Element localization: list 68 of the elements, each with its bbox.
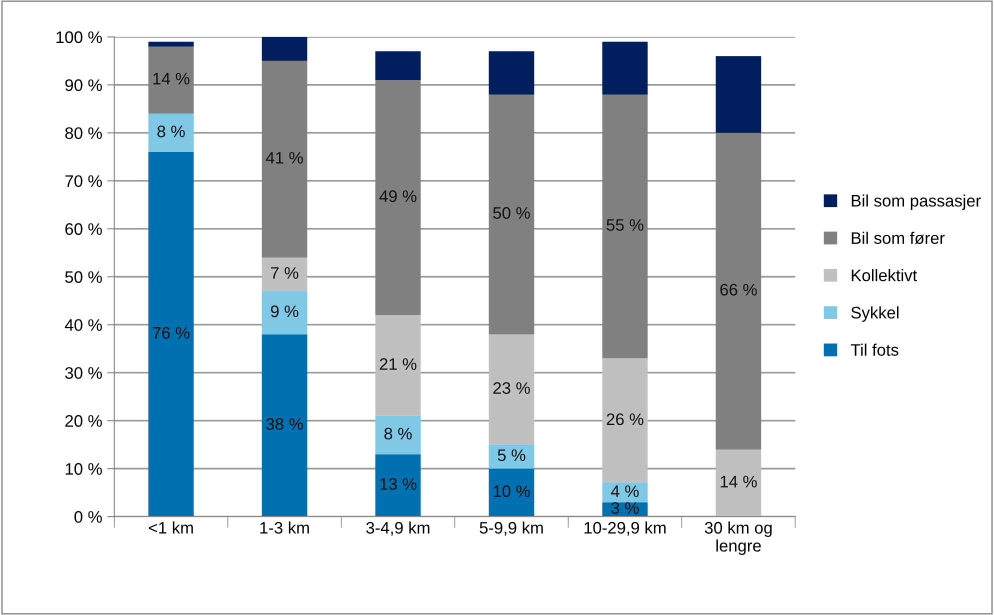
bar	[262, 334, 308, 517]
x-tick-label: 30 km og lengre	[704, 521, 772, 555]
bar	[488, 334, 534, 445]
data-label: 23 %	[493, 382, 530, 394]
data-label: 7 %	[271, 267, 298, 279]
bar	[602, 358, 648, 484]
bar	[488, 468, 534, 517]
legend-label: Bil som fører	[852, 232, 945, 244]
data-label: 9 %	[270, 305, 298, 318]
data-label: 41 %	[266, 152, 303, 164]
data-label: 10 %	[494, 485, 530, 498]
data-label: 5 %	[498, 449, 526, 462]
x-tick-label: 3-4,9 km	[366, 521, 430, 536]
bar	[148, 152, 194, 517]
data-label: 14 %	[720, 476, 757, 488]
legend-label: Bil som passasjer	[852, 194, 981, 210]
bar	[375, 454, 421, 517]
x-tick-label: 10-29,9 km	[584, 521, 666, 536]
x-tick-label: <1 km	[148, 521, 193, 534]
y-tick-label: 30 %	[65, 367, 102, 379]
bar	[148, 114, 194, 152]
data-label: 4 %	[611, 485, 639, 498]
data-label: 13 %	[380, 478, 416, 490]
y-tick-label: 90 %	[65, 79, 102, 92]
bar	[375, 416, 421, 454]
y-tick-label: 100 %	[56, 31, 102, 44]
x-tick-label: 1-3 km	[260, 521, 309, 534]
bar	[262, 60, 308, 258]
bar	[375, 80, 421, 316]
data-label: 38 %	[266, 418, 303, 430]
data-label: 76 %	[152, 326, 190, 339]
data-label: 8 %	[384, 428, 412, 440]
bar	[602, 94, 648, 358]
bar	[262, 258, 308, 292]
data-label: 55 %	[606, 219, 644, 231]
y-tick-label: 40 %	[64, 319, 102, 331]
y-tick-label: 70 %	[65, 175, 102, 188]
bar	[488, 444, 534, 469]
data-label: 49 %	[379, 190, 416, 202]
bar	[716, 132, 762, 450]
bar	[716, 449, 762, 517]
data-label: 3 %	[611, 502, 639, 514]
data-label: 50 %	[493, 207, 530, 219]
data-label: 8 %	[157, 126, 185, 138]
bar	[602, 42, 648, 94]
y-tick-label: 0 %	[74, 511, 102, 523]
data-label: 14 %	[153, 72, 190, 84]
data-label: 21 %	[380, 358, 416, 370]
y-tick-label: 60 %	[65, 223, 102, 235]
bar	[488, 94, 534, 334]
data-label: 66 %	[720, 284, 757, 296]
bar	[375, 51, 421, 80]
y-tick-label: 10 %	[66, 463, 102, 475]
y-tick-label: 80 %	[65, 127, 102, 140]
data-label: 26 %	[606, 413, 644, 426]
legend-label: Kollektivt	[852, 269, 918, 282]
bar	[716, 56, 762, 133]
bar	[262, 291, 308, 334]
y-tick-label: 20 %	[65, 415, 102, 427]
bar	[148, 46, 194, 114]
bar	[375, 315, 421, 416]
bar	[148, 42, 194, 46]
legend-label: Til fots	[850, 344, 898, 356]
x-tick-label: 5-9,9 km	[480, 521, 543, 536]
y-tick-label: 50 %	[65, 271, 102, 283]
bar	[488, 51, 534, 94]
bar	[262, 36, 308, 61]
legend-label: Sykkel	[851, 306, 898, 322]
